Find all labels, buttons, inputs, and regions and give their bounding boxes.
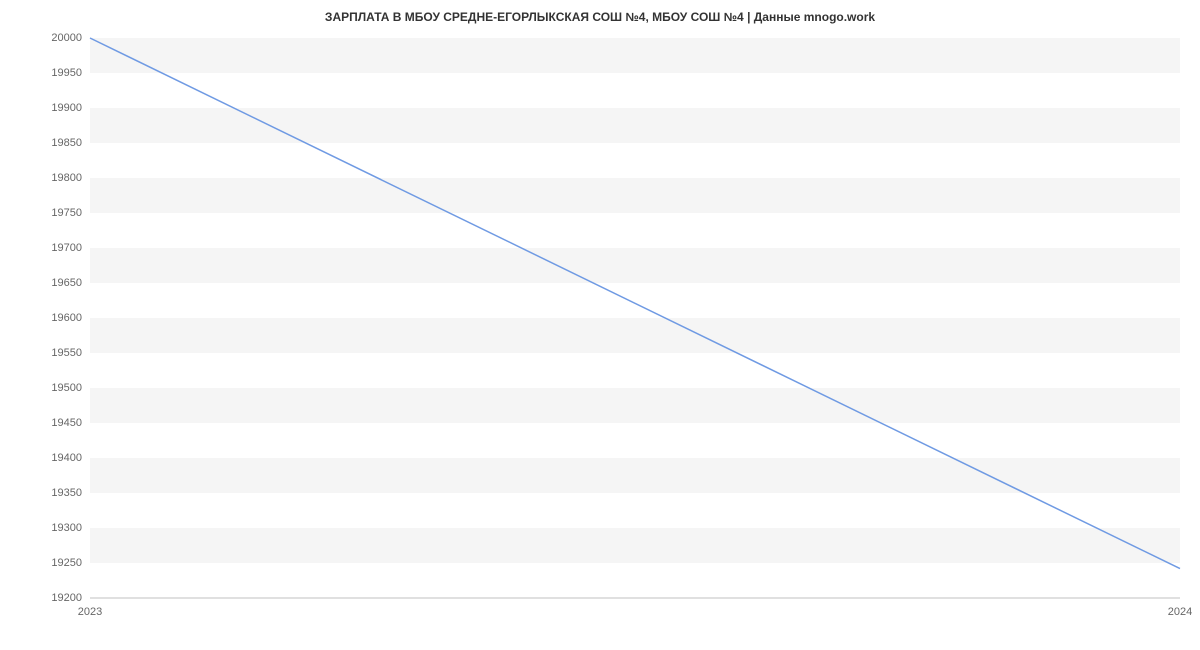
y-tick-label: 19200 — [51, 592, 82, 604]
chart-title: ЗАРПЛАТА В МБОУ СРЕДНЕ-ЕГОРЛЫКСКАЯ СОШ №… — [0, 0, 1200, 30]
chart-band — [90, 38, 1180, 73]
chart-band — [90, 248, 1180, 283]
chart-band — [90, 423, 1180, 458]
chart-band — [90, 283, 1180, 318]
x-tick-label: 2023 — [78, 606, 102, 618]
y-tick-label: 19900 — [51, 102, 82, 114]
chart-band — [90, 493, 1180, 528]
y-tick-label: 19300 — [51, 522, 82, 534]
chart-band — [90, 318, 1180, 353]
y-tick-label: 19550 — [51, 347, 82, 359]
chart-band — [90, 388, 1180, 423]
chart-band — [90, 528, 1180, 563]
chart-band — [90, 108, 1180, 143]
y-tick-label: 19450 — [51, 417, 82, 429]
y-tick-label: 19650 — [51, 277, 82, 289]
chart-band — [90, 353, 1180, 388]
y-tick-label: 19750 — [51, 207, 82, 219]
y-tick-label: 19500 — [51, 382, 82, 394]
y-tick-label: 19400 — [51, 452, 82, 464]
chart-band — [90, 73, 1180, 108]
chart-plot-area: 1920019250193001935019400194501950019550… — [90, 38, 1180, 598]
chart-band — [90, 213, 1180, 248]
chart-band — [90, 563, 1180, 598]
y-tick-label: 19950 — [51, 67, 82, 79]
y-tick-label: 19700 — [51, 242, 82, 254]
y-tick-label: 20000 — [51, 32, 82, 44]
chart-band — [90, 178, 1180, 213]
chart-band — [90, 458, 1180, 493]
chart-band — [90, 143, 1180, 178]
y-tick-label: 19600 — [51, 312, 82, 324]
y-tick-label: 19250 — [51, 557, 82, 569]
x-tick-label: 2024 — [1168, 606, 1192, 618]
chart-svg — [90, 38, 1180, 598]
y-tick-label: 19850 — [51, 137, 82, 149]
y-tick-label: 19800 — [51, 172, 82, 184]
y-tick-label: 19350 — [51, 487, 82, 499]
